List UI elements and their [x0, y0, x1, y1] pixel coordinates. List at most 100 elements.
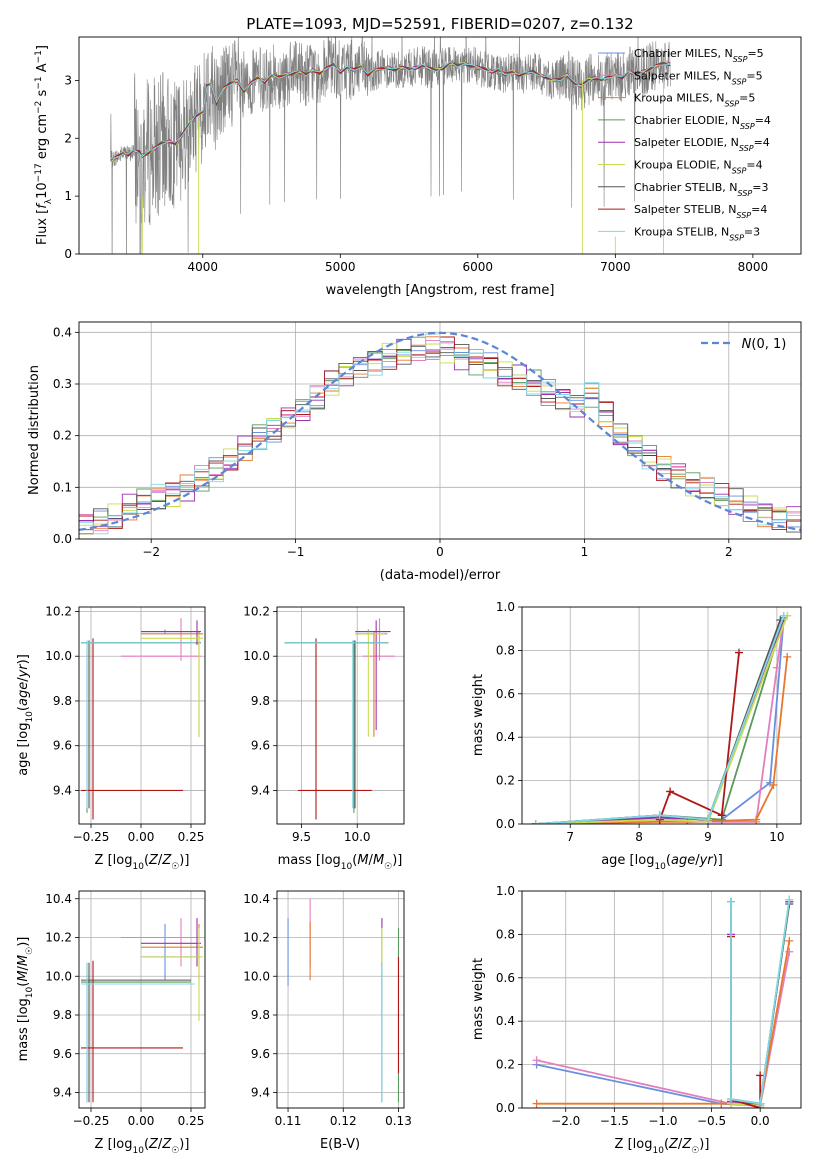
- x-tick-label: 0.25: [178, 830, 205, 844]
- x-axis-label-part: Z [log: [95, 853, 133, 868]
- x-axis-label: Z [log10(Z/Z☉)]: [95, 1137, 190, 1156]
- x-axis-label-part: Z [log: [615, 1137, 653, 1152]
- y-axis-label-part: (: [16, 982, 31, 987]
- weight-Z-marker: [727, 897, 736, 906]
- residual-histogram-panel: −2 −1 0 1 2 0.0 0.1 0.2 0.3 0.4 (data-model)/error…: [27, 321, 802, 583]
- x-axis-label-part: )]: [713, 853, 723, 868]
- legend-text: Chabrier ELODIE, N: [634, 114, 740, 127]
- legend-label-kroupa-stelib: Kroupa STELIB, NSSP=3: [634, 225, 760, 242]
- x-tick-label: −0.25: [73, 830, 110, 844]
- y-tick-label: 0.6: [496, 971, 515, 985]
- legend-subscript: SSP: [739, 144, 754, 153]
- x-axis-label-part: age [log: [601, 853, 654, 868]
- legend-label-salpeter-miles: Salpeter MILES, NSSP=5: [634, 69, 763, 86]
- y-tick-label: 9.6: [53, 739, 72, 753]
- plot-area: [110, 37, 671, 254]
- x-axis-label-part: 10: [341, 862, 353, 872]
- x-axis-label-part: E(B-V): [320, 1137, 360, 1152]
- x-tick-label: 9.5: [292, 830, 311, 844]
- x-axis-label-part: /: [369, 853, 374, 868]
- x-axis-label-part: M: [373, 853, 384, 868]
- y-axis-label-part: /: [16, 677, 31, 682]
- x-axis-label-part: /: [158, 853, 163, 868]
- x-axis-label-part: Z: [148, 1137, 159, 1152]
- axes-frame: [78, 606, 206, 825]
- x-tick-label: 0: [436, 545, 444, 559]
- x-axis-label-part: Z [log: [95, 1137, 133, 1152]
- legend-label-kroupa-miles: Kroupa MILES, NSSP=5: [634, 92, 755, 109]
- x-axis-label-part: Z: [161, 1137, 172, 1152]
- model-spectrum-chabrier-stelib: [110, 61, 671, 162]
- y-tick-label: 9.6: [251, 739, 270, 753]
- weight-Z-marker: [785, 895, 794, 904]
- axes-frame: [78, 36, 802, 255]
- y-axis-label-part: M: [16, 955, 31, 966]
- x-axis-label-part: ☉: [171, 862, 179, 872]
- y-tick-label: 10.4: [45, 892, 72, 906]
- x-tick-label: 0.25: [178, 1114, 205, 1128]
- x-axis-label-part: age: [671, 853, 695, 868]
- x-axis-label-part: 10: [132, 862, 144, 872]
- legend-label-chabrier-miles: Chabrier MILES, NSSP=5: [634, 47, 764, 64]
- y-axis-label-part: Flux [: [35, 209, 50, 245]
- x-axis-label: E(B-V): [320, 1137, 360, 1152]
- x-tick-label: 6000: [463, 260, 494, 274]
- x-axis-label-part: Z: [161, 853, 172, 868]
- y-axis-label-part: erg cm: [35, 114, 50, 163]
- legend-subscript: SSP: [736, 211, 751, 220]
- axes-frame: [276, 890, 405, 1109]
- model-spectrum-salpeter-stelib: [110, 60, 671, 160]
- y-axis-label-part: −1: [34, 50, 44, 63]
- legend-text: =4: [751, 203, 767, 216]
- legend-subscript: SSP: [732, 166, 747, 175]
- weight-Z-line-kroupa-stelib: [730, 899, 791, 1105]
- y-tick-label: 10.2: [243, 604, 270, 618]
- x-axis-label-part: 10: [652, 1146, 664, 1156]
- legend-subscript: SSP: [738, 188, 753, 197]
- y-axis-label: Normed distribution: [27, 365, 42, 495]
- x-axis-label-part: )]: [179, 853, 189, 868]
- legend-text: =5: [747, 47, 763, 60]
- x-axis-label-part: /: [158, 1137, 163, 1152]
- legend-text: Kroupa ELODIE, N: [634, 159, 732, 172]
- legend-text: =3: [752, 181, 768, 194]
- y-axis-label-part: s: [35, 89, 50, 100]
- y-axis-label-part: −17: [34, 163, 44, 182]
- axes-frame: [276, 606, 405, 825]
- legend-label-kroupa-elodie: Kroupa ELODIE, NSSP=4: [634, 159, 763, 176]
- x-axis-label: wavelength [Angstrom, rest frame]: [326, 283, 555, 298]
- x-tick-label: 9: [704, 830, 712, 844]
- y-tick-label: 9.6: [251, 1047, 270, 1061]
- y-tick-label: 10.0: [243, 649, 270, 663]
- x-tick-label: 7: [566, 830, 574, 844]
- axes-frame: [78, 890, 206, 1109]
- y-axis-label-part: mass weight: [471, 958, 486, 1040]
- x-axis-label-part: M: [357, 853, 368, 868]
- y-tick-label: 0.8: [496, 927, 515, 941]
- y-tick-label: 9.8: [251, 694, 270, 708]
- x-tick-label: 7000: [600, 260, 631, 274]
- y-axis-label-part: A: [35, 63, 50, 76]
- y-tick-label: 3: [64, 73, 72, 87]
- y-tick-label: 10.2: [45, 931, 72, 945]
- legend-text: Kroupa MILES, N: [634, 92, 724, 105]
- x-axis-label-part: 10: [654, 862, 666, 872]
- y-axis-label-part: mass weight: [471, 674, 486, 756]
- legend-label-chabrier-stelib: Chabrier STELIB, NSSP=3: [634, 181, 768, 198]
- y-axis-label-part: 10: [25, 711, 35, 723]
- x-axis-label-part: )]: [179, 1137, 189, 1152]
- x-axis-label: Z [log10(Z/Z☉)]: [95, 853, 190, 872]
- legend-text: Chabrier MILES, N: [634, 47, 733, 60]
- y-tick-label: 9.6: [53, 1047, 72, 1061]
- axes-frame: [78, 321, 802, 540]
- weight-age-marker: [531, 820, 540, 824]
- x-tick-label: 0.0: [751, 1114, 770, 1128]
- y-tick-label: 0.0: [496, 1101, 515, 1115]
- y-tick-label: 9.4: [53, 1086, 72, 1100]
- y-tick-label: 10.0: [45, 969, 72, 983]
- plot-area: [277, 607, 404, 824]
- legend-text: Salpeter STELIB, N: [634, 203, 736, 216]
- y-axis-label-part: M: [16, 970, 31, 981]
- legend-text: Salpeter ELODIE, N: [634, 136, 739, 149]
